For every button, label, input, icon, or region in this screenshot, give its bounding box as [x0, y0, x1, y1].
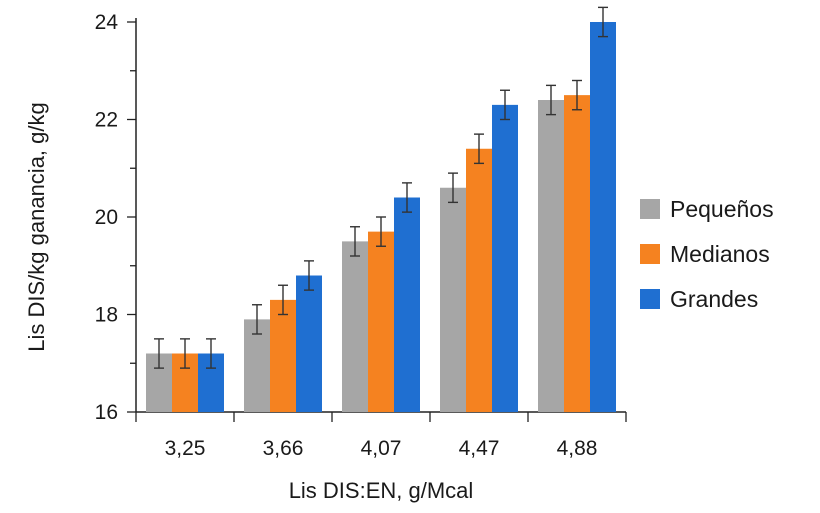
- bar: [590, 22, 616, 412]
- x-tick-label: 4,88: [557, 437, 598, 460]
- bars: [146, 22, 616, 412]
- legend: Pequeños Medianos Grandes: [640, 196, 774, 312]
- y-tick-label: 22: [95, 109, 118, 132]
- x-axis-title: Lis DIS:EN, g/Mcal: [289, 478, 474, 503]
- x-tick-label: 3,25: [165, 437, 206, 460]
- legend-swatch: [640, 199, 660, 219]
- bar: [368, 231, 394, 412]
- x-axis-ticks: 3,25 3,66 4,07 4,47 4,88: [135, 412, 627, 460]
- bar: [342, 241, 368, 412]
- bar: [394, 197, 420, 412]
- legend-swatch: [640, 289, 660, 309]
- y-axis-title: Lis DIS/kg ganancia, g/kg: [24, 102, 49, 351]
- legend-label: Grandes: [670, 286, 758, 312]
- error-bars: [154, 6, 608, 369]
- y-tick-label: 24: [95, 11, 119, 34]
- legend-swatch: [640, 244, 660, 264]
- bar: [466, 148, 492, 412]
- x-tick-label: 3,66: [263, 437, 304, 460]
- bar: [492, 104, 518, 412]
- bar: [564, 95, 590, 412]
- y-tick-label: 20: [95, 206, 118, 229]
- y-tick-label: 16: [95, 401, 118, 424]
- bar: [244, 319, 270, 412]
- y-tick-label: 18: [95, 304, 118, 327]
- x-tick-label: 4,47: [459, 437, 500, 460]
- legend-label: Pequeños: [670, 196, 774, 222]
- x-tick-label: 4,07: [361, 437, 402, 460]
- bar: [440, 187, 466, 412]
- bar: [538, 100, 564, 412]
- legend-label: Medianos: [670, 241, 770, 267]
- bar: [296, 275, 322, 412]
- y-axis-ticks: 16 18 20 22 24: [95, 11, 136, 424]
- bar: [270, 299, 296, 412]
